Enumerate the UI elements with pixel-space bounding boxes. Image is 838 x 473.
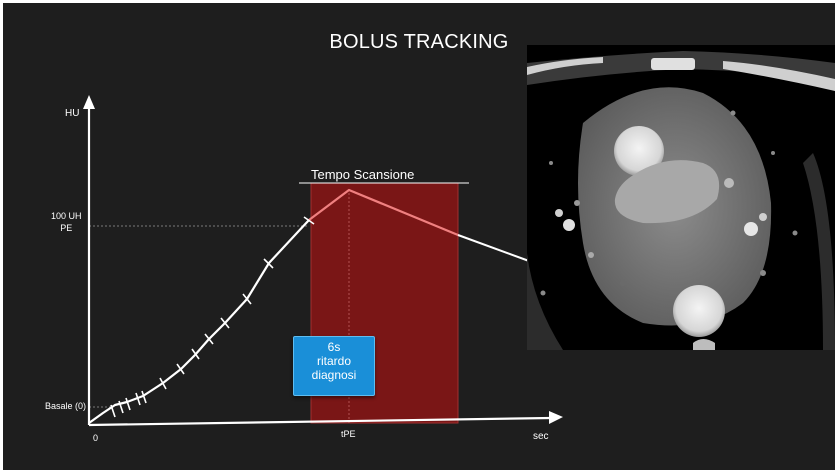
enhancement-curve-peak <box>308 188 459 237</box>
delay-callout: 6s ritardo diagnosi <box>293 336 375 396</box>
threshold-label-line2: PE <box>60 223 73 233</box>
delay-callout-line1: 6s <box>327 340 341 354</box>
baseline-label: Basale (0) <box>45 401 87 411</box>
slide: BOLUS TRACKING HU 100 UH PE Basale (0) 0… <box>3 3 835 470</box>
peak-time-label: tPE <box>341 429 356 439</box>
y-axis-label: HU <box>65 108 80 119</box>
delay-callout-line2: ritardo <box>316 354 351 368</box>
bolus-tracking-diagram <box>83 45 835 427</box>
washout-curve <box>457 234 530 262</box>
sample-ticks <box>110 216 315 418</box>
origin-label: 0 <box>93 433 99 443</box>
scan-window-label: Tempo Scansione <box>311 167 415 182</box>
enhancement-curve <box>88 219 310 424</box>
threshold-label: 100 UH PE <box>51 210 82 234</box>
threshold-label-line1: 100 UH <box>51 211 82 221</box>
x-axis-arrow <box>549 411 563 424</box>
x-axis <box>88 416 552 427</box>
slide-title: BOLUS TRACKING <box>329 31 509 53</box>
y-axis-arrow <box>83 95 95 109</box>
delay-callout-line3: diagnosi <box>311 368 357 382</box>
x-axis-label: sec <box>533 431 549 442</box>
ct-scan-image <box>527 45 835 350</box>
